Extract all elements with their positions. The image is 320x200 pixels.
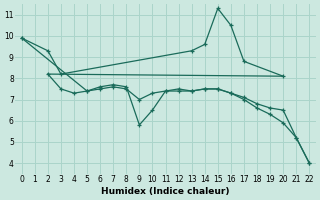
- X-axis label: Humidex (Indice chaleur): Humidex (Indice chaleur): [101, 187, 230, 196]
